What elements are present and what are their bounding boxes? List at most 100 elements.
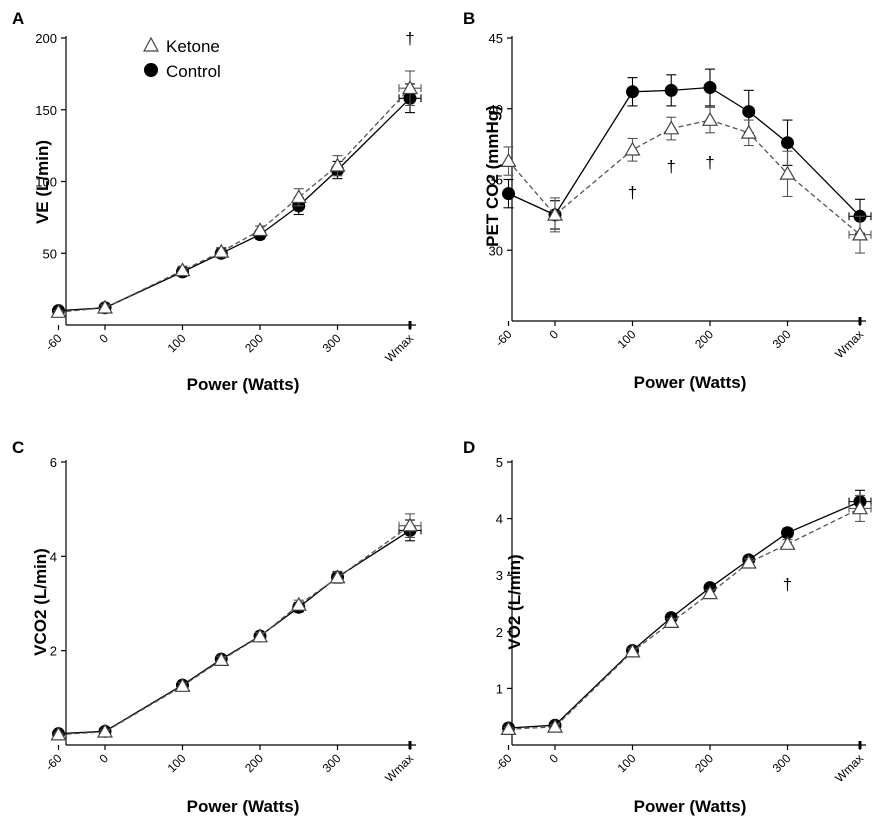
legend-marker-ketone bbox=[142, 36, 160, 52]
x-tick-label: 300 bbox=[770, 751, 794, 775]
y-tick-label: 100 bbox=[35, 175, 57, 190]
series-line-ketone bbox=[508, 119, 861, 236]
data-point-ketone bbox=[624, 141, 641, 156]
series-line-control bbox=[508, 86, 861, 217]
data-point-ketone bbox=[701, 585, 719, 600]
data-point-ketone bbox=[624, 643, 641, 658]
data-point-ketone bbox=[213, 651, 230, 667]
x-tick-label: 0 bbox=[546, 327, 561, 342]
x-tick-label: Wmax bbox=[382, 331, 416, 365]
panel-letter: A bbox=[12, 9, 24, 28]
x-tick-label: 200 bbox=[692, 327, 716, 351]
x-tick-label: 100 bbox=[615, 327, 639, 351]
data-point-ketone bbox=[50, 726, 67, 741]
data-point-ketone bbox=[663, 613, 680, 629]
panel-d: D 1 2 3 4 5 -60 0 100 200 300 Wmax Power (Watts) VO2 … bbox=[463, 438, 872, 816]
legend-label-ketone: Ketone bbox=[166, 37, 220, 56]
panel-b: B 30 35 40 45 -60 0 100 200 300 Wmax Power (Watts) P… bbox=[463, 9, 872, 392]
data-point-ketone bbox=[851, 500, 869, 515]
x-tick-label: -60 bbox=[492, 751, 514, 773]
x-tick-label: -60 bbox=[42, 331, 64, 353]
wmax-tick-mark bbox=[858, 317, 862, 325]
legend: Ketone Control bbox=[142, 36, 221, 81]
significance-dagger: † bbox=[628, 183, 637, 202]
x-axis-title: Power (Watts) bbox=[187, 797, 300, 816]
data-point-ketone bbox=[329, 157, 346, 172]
data-point-control bbox=[626, 85, 639, 99]
x-tick-label: 100 bbox=[165, 331, 189, 355]
data-point-ketone bbox=[213, 243, 230, 258]
x-tick-label: 0 bbox=[546, 751, 561, 766]
panel-letter: B bbox=[463, 9, 475, 28]
y-tick-label: 2 bbox=[496, 625, 503, 640]
data-point-ketone bbox=[401, 79, 419, 95]
x-axis-title: Power (Watts) bbox=[187, 375, 300, 394]
y-tick-label: 40 bbox=[489, 102, 503, 117]
y-tick-label: 4 bbox=[50, 549, 57, 564]
series-line-ketone bbox=[58, 87, 411, 313]
y-tick-label: 5 bbox=[496, 455, 503, 470]
data-point-ketone bbox=[779, 165, 796, 180]
panel-letter: C bbox=[12, 438, 24, 457]
y-axis-title: PET CO2 (mmHg) bbox=[483, 105, 502, 247]
data-point-ketone bbox=[546, 206, 564, 221]
data-point-ketone bbox=[251, 222, 269, 237]
series-line-control bbox=[508, 501, 861, 729]
significance-dagger: † bbox=[405, 29, 414, 48]
wmax-tick-mark bbox=[408, 741, 412, 749]
data-point-ketone bbox=[251, 628, 269, 643]
x-tick-label: 300 bbox=[320, 751, 344, 775]
wmax-tick-mark bbox=[858, 741, 862, 749]
data-point-ketone bbox=[701, 111, 719, 126]
data-point-ketone bbox=[50, 303, 67, 318]
data-point-ketone bbox=[96, 723, 114, 738]
x-tick-label: 0 bbox=[96, 331, 111, 346]
y-tick-label: 30 bbox=[489, 243, 503, 258]
x-tick-label: 100 bbox=[615, 751, 639, 775]
series-line-ketone bbox=[508, 507, 861, 730]
x-tick-label: -60 bbox=[492, 327, 514, 349]
data-point-control bbox=[703, 81, 717, 95]
legend-label-control: Control bbox=[166, 62, 221, 81]
x-axis-title: Power (Watts) bbox=[634, 797, 747, 816]
data-point-ketone bbox=[174, 262, 191, 277]
y-tick-label: 2 bbox=[50, 644, 57, 659]
data-point-control bbox=[502, 187, 515, 201]
legend-marker-control bbox=[144, 63, 158, 77]
data-point-ketone bbox=[290, 596, 307, 611]
panel-letter: D bbox=[463, 438, 475, 457]
y-tick-label: 4 bbox=[496, 512, 503, 527]
y-tick-label: 45 bbox=[489, 31, 503, 46]
significance-dagger: † bbox=[783, 575, 792, 594]
wmax-tick-mark bbox=[408, 321, 412, 329]
x-tick-label: 300 bbox=[770, 327, 794, 351]
data-point-ketone bbox=[96, 299, 114, 314]
data-point-ketone bbox=[779, 535, 796, 550]
data-point-ketone bbox=[290, 189, 307, 204]
x-tick-label: 200 bbox=[242, 751, 266, 775]
y-tick-label: 3 bbox=[496, 568, 503, 583]
x-tick-label: 100 bbox=[165, 751, 189, 775]
data-point-ketone bbox=[401, 517, 419, 532]
x-tick-label: Wmax bbox=[382, 751, 416, 785]
y-axis-title: VCO2 (L/min) bbox=[31, 548, 50, 656]
y-tick-label: 200 bbox=[35, 31, 57, 46]
series-line-control bbox=[58, 529, 411, 735]
data-point-ketone bbox=[740, 554, 757, 569]
data-point-control bbox=[781, 136, 794, 150]
x-tick-label: Wmax bbox=[832, 327, 866, 361]
data-point-control bbox=[664, 83, 678, 97]
y-tick-label: 150 bbox=[35, 103, 57, 118]
x-axis-title: Power (Watts) bbox=[634, 373, 747, 392]
data-point-ketone bbox=[329, 569, 346, 584]
data-point-ketone bbox=[546, 718, 564, 733]
data-point-ketone bbox=[663, 120, 680, 135]
x-tick-label: 200 bbox=[242, 331, 266, 355]
x-tick-label: Wmax bbox=[832, 751, 866, 785]
significance-dagger: † bbox=[667, 157, 676, 176]
significance-dagger: † bbox=[705, 153, 714, 172]
y-tick-label: 50 bbox=[43, 246, 57, 261]
panel-c: C 2 4 6 -60 0 100 200 300 Wmax Power (Watts) VCO2 (… bbox=[12, 438, 422, 816]
y-tick-label: 35 bbox=[489, 173, 503, 188]
